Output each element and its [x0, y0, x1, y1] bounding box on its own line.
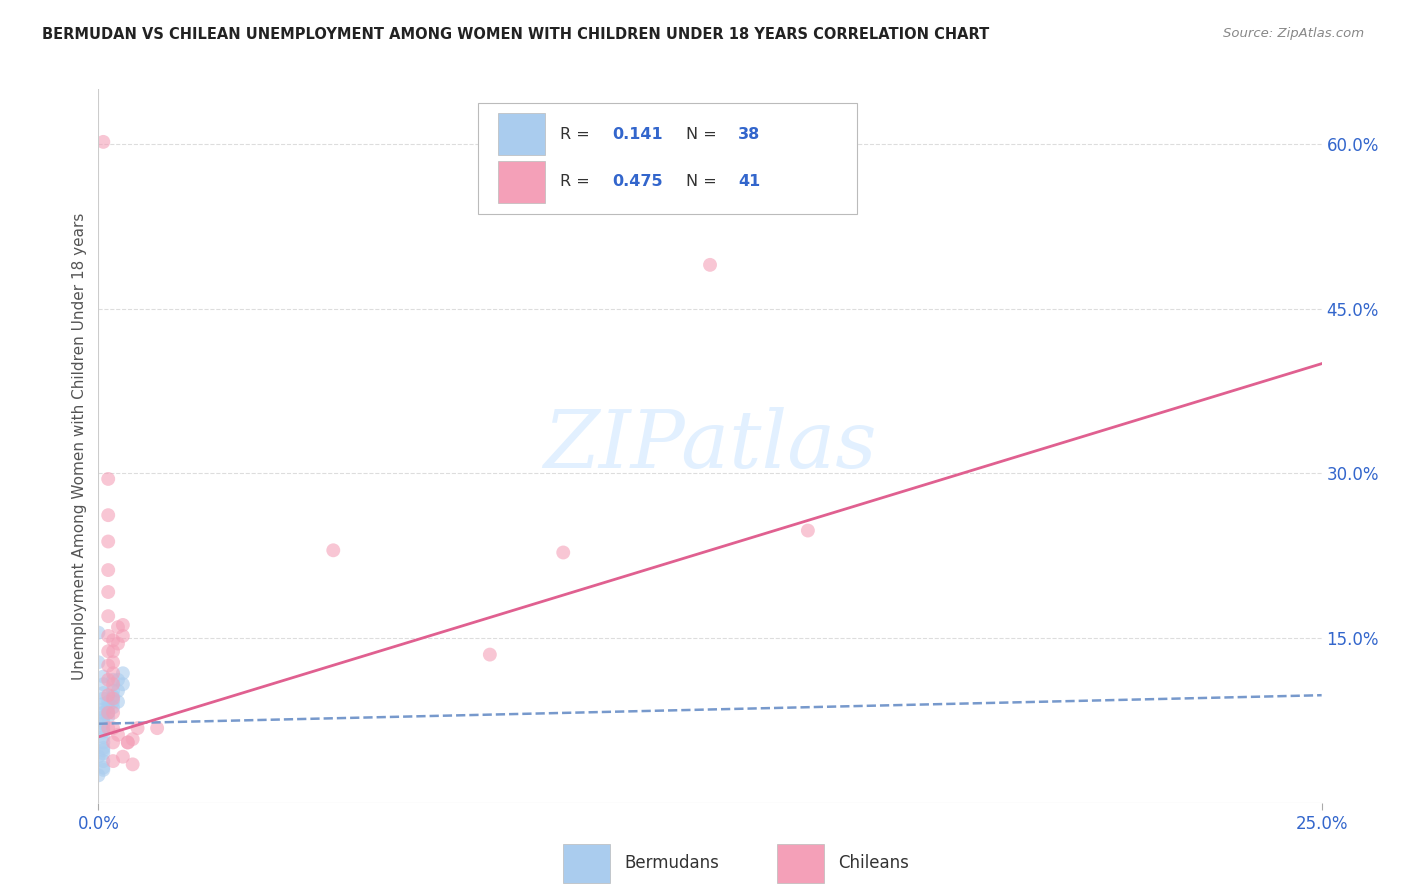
Point — [111, 618, 134, 632]
Point — [97, 695, 120, 709]
Point — [101, 691, 124, 706]
FancyBboxPatch shape — [478, 103, 856, 214]
Point — [97, 609, 120, 624]
Point — [91, 691, 114, 706]
Point — [553, 545, 575, 559]
Bar — [498, 113, 546, 155]
Text: 41: 41 — [738, 175, 761, 189]
Point — [91, 135, 114, 149]
Point — [322, 543, 344, 558]
Point — [97, 688, 120, 702]
Bar — [778, 844, 824, 883]
Point — [111, 677, 134, 691]
Point — [101, 666, 124, 681]
Point — [101, 700, 124, 714]
Point — [121, 732, 143, 747]
Point — [101, 735, 124, 749]
Y-axis label: Unemployment Among Women with Children Under 18 years: Unemployment Among Women with Children U… — [72, 212, 87, 680]
Point — [101, 683, 124, 698]
Point — [91, 669, 114, 683]
Point — [87, 625, 110, 640]
Point — [91, 724, 114, 739]
Point — [91, 716, 114, 731]
Point — [107, 695, 129, 709]
Point — [797, 524, 820, 538]
Point — [101, 644, 124, 658]
Point — [91, 702, 114, 716]
Point — [101, 673, 124, 687]
Point — [107, 683, 129, 698]
Point — [97, 710, 120, 724]
Point — [91, 761, 114, 775]
Text: Chileans: Chileans — [838, 855, 910, 872]
Point — [91, 743, 114, 757]
Point — [699, 258, 721, 272]
Point — [91, 706, 114, 720]
Point — [101, 655, 124, 669]
Point — [107, 728, 129, 742]
Text: BERMUDAN VS CHILEAN UNEMPLOYMENT AMONG WOMEN WITH CHILDREN UNDER 18 YEARS CORREL: BERMUDAN VS CHILEAN UNEMPLOYMENT AMONG W… — [42, 27, 990, 42]
Point — [146, 721, 169, 735]
Point — [91, 735, 114, 749]
Point — [117, 735, 139, 749]
Point — [97, 706, 120, 720]
Point — [101, 721, 124, 735]
Point — [97, 585, 120, 599]
Text: N =: N = — [686, 175, 721, 189]
Point — [111, 666, 134, 681]
Text: R =: R = — [560, 175, 595, 189]
Point — [97, 658, 120, 673]
Point — [91, 721, 114, 735]
Point — [91, 747, 114, 761]
Point — [91, 730, 114, 744]
Point — [91, 697, 114, 711]
Point — [101, 633, 124, 648]
Point — [97, 472, 120, 486]
Point — [97, 721, 120, 735]
Point — [91, 710, 114, 724]
Point — [478, 648, 501, 662]
Text: R =: R = — [560, 127, 595, 142]
Point — [91, 754, 114, 768]
Point — [107, 620, 129, 634]
Point — [97, 534, 120, 549]
Point — [107, 673, 129, 687]
Point — [97, 706, 120, 720]
Text: 0.141: 0.141 — [612, 127, 662, 142]
Point — [97, 644, 120, 658]
Point — [101, 706, 124, 720]
Text: ZIPatlas: ZIPatlas — [543, 408, 877, 484]
Point — [87, 768, 110, 782]
Point — [97, 700, 120, 714]
Text: N =: N = — [686, 127, 721, 142]
Text: Source: ZipAtlas.com: Source: ZipAtlas.com — [1223, 27, 1364, 40]
Point — [121, 757, 143, 772]
Point — [97, 563, 120, 577]
Point — [97, 673, 120, 687]
Point — [101, 754, 124, 768]
Point — [91, 763, 114, 777]
Point — [127, 721, 149, 735]
Point — [97, 629, 120, 643]
Bar — [564, 844, 610, 883]
Point — [91, 740, 114, 755]
Point — [117, 735, 139, 749]
Point — [101, 690, 124, 704]
Point — [107, 637, 129, 651]
Point — [101, 677, 124, 691]
Point — [111, 629, 134, 643]
Text: Bermudans: Bermudans — [624, 855, 720, 872]
Point — [91, 677, 114, 691]
Point — [97, 508, 120, 523]
Point — [111, 749, 134, 764]
Point — [91, 714, 114, 728]
Point — [91, 686, 114, 700]
Point — [101, 695, 124, 709]
Point — [87, 655, 110, 669]
Text: 0.475: 0.475 — [612, 175, 662, 189]
Text: 38: 38 — [738, 127, 761, 142]
Bar — [498, 161, 546, 202]
Point — [87, 749, 110, 764]
